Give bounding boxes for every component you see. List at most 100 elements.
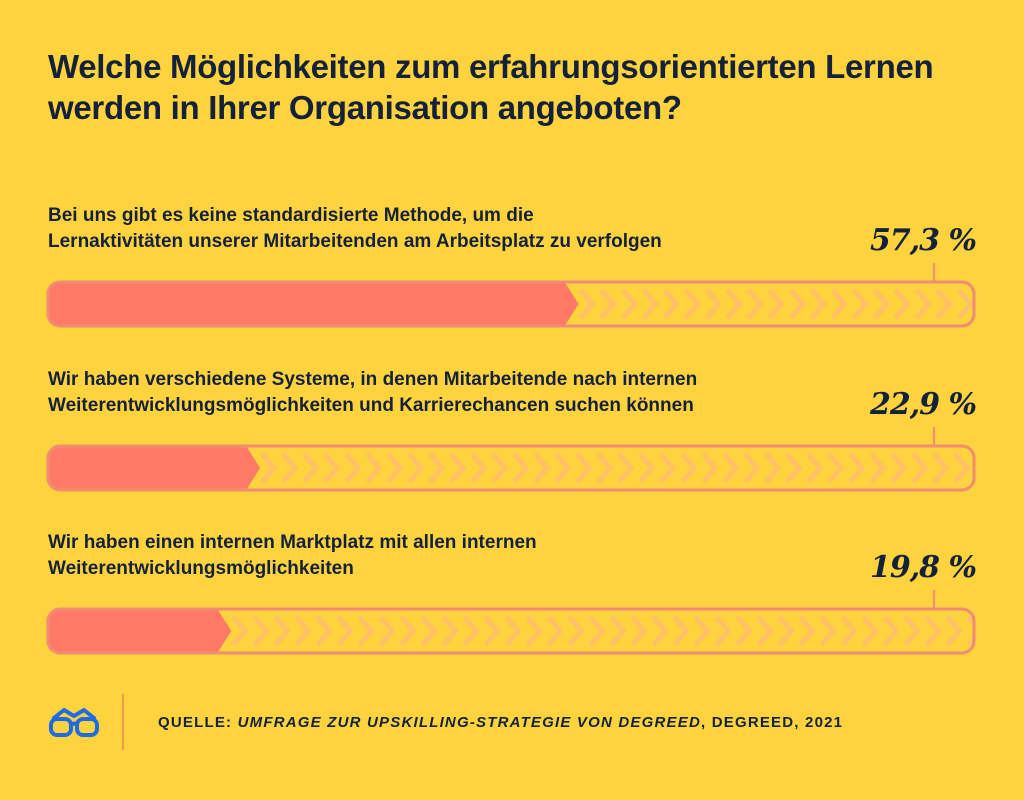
bar-track-chevron xyxy=(504,615,522,647)
bar-outline xyxy=(46,444,976,492)
bar-track-chevron xyxy=(512,452,530,484)
bar-track-chevron xyxy=(714,615,732,647)
bar-track-chevron xyxy=(893,288,911,320)
bar-label-line: Wir haben einen internen Marktplatz mit … xyxy=(48,532,537,553)
bar-chart-track xyxy=(46,427,976,492)
bar-track-chevron xyxy=(294,615,312,647)
bar-track-chevron xyxy=(365,452,383,484)
bar-track-chevron xyxy=(575,452,593,484)
bar-track-chevron xyxy=(746,288,764,320)
bar-track-chevron xyxy=(924,615,942,647)
bar-track-chevron xyxy=(788,288,806,320)
bar-track-chevron xyxy=(722,452,740,484)
bar-outline xyxy=(46,607,976,655)
source-title: UMFRAGE ZUR UPSKILLING-STRATEGIE VON DEG… xyxy=(237,714,701,731)
bar-track-chevron xyxy=(260,452,278,484)
bar-track-chevron xyxy=(914,288,932,320)
bar-track-chevron xyxy=(785,452,803,484)
bar-track-chevron xyxy=(764,452,782,484)
bar-track-chevron xyxy=(407,452,425,484)
bar-track-chevron xyxy=(809,288,827,320)
bar-track-chevron xyxy=(935,288,953,320)
bar-track-chevron xyxy=(945,615,963,647)
bar-track-chevron xyxy=(869,452,887,484)
bar-track-chevron xyxy=(830,288,848,320)
bar-track-chevron xyxy=(638,452,656,484)
bar-track-chevron xyxy=(546,615,564,647)
bar-track-chevron xyxy=(756,615,774,647)
bar-fill xyxy=(48,446,261,490)
bar-track-chevron xyxy=(840,615,858,647)
bar-track-chevron xyxy=(659,452,677,484)
bar-track-chevron xyxy=(483,615,501,647)
bar-track-chevron xyxy=(428,452,446,484)
bar-chart-track xyxy=(46,590,1001,655)
source-prefix: QUELLE: xyxy=(158,714,238,731)
bar-fill xyxy=(48,609,232,653)
bar-track-chevron xyxy=(357,615,375,647)
bar-track-chevron xyxy=(903,615,921,647)
bar-track-chevron xyxy=(704,288,722,320)
bar-track-chevron xyxy=(609,615,627,647)
bar-track-chevron xyxy=(336,615,354,647)
bar-label-line: Wir haben verschiedene Systeme, in denen… xyxy=(48,369,698,390)
bar-track-chevron xyxy=(851,288,869,320)
bar-track-chevron xyxy=(777,615,795,647)
bar-track-chevron xyxy=(378,615,396,647)
footer-divider xyxy=(122,694,124,750)
footer: QUELLE: UMFRAGE ZUR UPSKILLING-STRATEGIE… xyxy=(0,690,1024,750)
chart-title: Welche Möglichkeiten zum erfahrungsorien… xyxy=(48,48,934,126)
bar-item: Wir haben einen internen Marktplatz mit … xyxy=(0,530,1024,660)
bar-track-chevron xyxy=(827,452,845,484)
bar-track-chevron xyxy=(953,452,971,484)
bar-track-chevron xyxy=(980,290,992,318)
bar-track-chevron xyxy=(441,615,459,647)
bar-track-chevron xyxy=(315,615,333,647)
bar-track-chevron xyxy=(491,452,509,484)
bar-track-chevron xyxy=(743,452,761,484)
bar-value-label: 57,3 % xyxy=(869,223,977,258)
bar-track-chevron xyxy=(890,452,908,484)
bar-track-chevron xyxy=(701,452,719,484)
source-note: QUELLE: UMFRAGE ZUR UPSKILLING-STRATEGIE… xyxy=(158,714,843,731)
bar-track-chevron xyxy=(819,615,837,647)
bar-track-chevron xyxy=(735,615,753,647)
bar-track-chevron xyxy=(344,452,362,484)
source-suffix: , DEGREED, 2021 xyxy=(700,714,844,731)
bar-item: Bei uns gibt es keine standardisierte Me… xyxy=(0,203,1024,333)
bar-track-chevron xyxy=(578,288,596,320)
bar-label-line: Lernaktivitäten unserer Mitarbeitenden a… xyxy=(48,231,662,252)
glasses-icon xyxy=(46,704,102,745)
bar-track-chevron xyxy=(798,615,816,647)
bar-value-label: 19,8 % xyxy=(869,550,977,585)
bar-track-chevron xyxy=(617,452,635,484)
bar-track-chevron xyxy=(725,288,743,320)
bar-track-chevron xyxy=(932,452,950,484)
bar-track-chevron xyxy=(683,288,701,320)
bar-track-chevron xyxy=(554,452,572,484)
bar-track-chevron xyxy=(399,615,417,647)
bar-track-chevron xyxy=(680,452,698,484)
bar-track-chevron xyxy=(767,288,785,320)
bar-track-chevron xyxy=(302,452,320,484)
bar-track-chevron xyxy=(588,615,606,647)
bar-track-chevron xyxy=(848,452,866,484)
bar-track-chevron xyxy=(596,452,614,484)
bar-track-chevron xyxy=(252,615,270,647)
bar-track-chevron xyxy=(861,615,879,647)
bar-track-chevron xyxy=(806,452,824,484)
bar-label: Wir haben verschiedene Systeme, in denen… xyxy=(48,367,848,419)
bar-item: Wir haben verschiedene Systeme, in denen… xyxy=(0,367,1024,497)
bar-track-chevron xyxy=(911,452,929,484)
bar-label: Wir haben einen internen Marktplatz mit … xyxy=(48,530,848,582)
bar-outline xyxy=(46,280,976,328)
bar-value-label: 22,9 % xyxy=(869,387,977,422)
bar-track-chevron xyxy=(620,288,638,320)
bar-chart-track xyxy=(46,263,992,328)
bar-track-chevron xyxy=(672,615,690,647)
bar-label-line: Weiterentwicklungsmöglichkeiten xyxy=(48,558,354,579)
bar-track-chevron xyxy=(323,452,341,484)
bar-track-chevron xyxy=(449,452,467,484)
bar-track-chevron xyxy=(420,615,438,647)
bar-track-chevron xyxy=(989,617,1001,645)
